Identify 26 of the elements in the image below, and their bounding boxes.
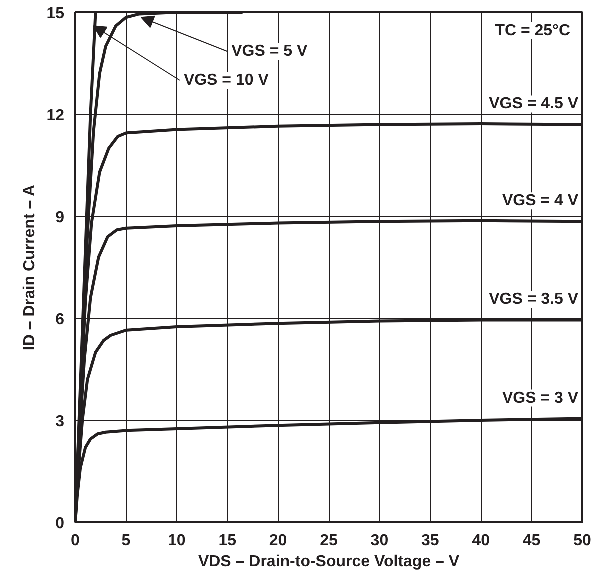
annotation: VGS = 10 V: [184, 72, 270, 89]
x-tick-label: 15: [218, 532, 237, 550]
x-tick-label: 25: [320, 532, 338, 550]
annotation: TC = 25°C: [495, 22, 571, 40]
y-tick-label: 6: [56, 312, 65, 328]
y-tick-label: 3: [56, 414, 65, 430]
y-tick-label: 0: [56, 516, 65, 532]
x-tick-label: 45: [522, 532, 541, 550]
series-label: VGS = 3 V: [502, 390, 579, 407]
y-axis-title: ID – Drain Current – A: [22, 184, 39, 351]
y-tick-label: 12: [46, 108, 65, 124]
x-tick-label: 30: [370, 532, 389, 550]
y-tick-label: 9: [56, 210, 65, 226]
x-tick-label: 50: [574, 532, 592, 550]
series-label: VGS = 4.5 V: [489, 96, 579, 113]
series-label: VGS = 4 V: [502, 192, 579, 210]
x-tick-label: 35: [422, 532, 440, 550]
y-tick-label: 15: [46, 6, 65, 22]
series-label: VGS = 3.5 V: [489, 291, 579, 308]
x-axis-title: VDS – Drain-to-Source Voltage – V: [198, 554, 460, 570]
x-tick-label: 10: [168, 532, 186, 550]
annotation: VGS = 5 V: [232, 43, 308, 60]
x-tick-label: 5: [122, 532, 131, 550]
x-tick-label: 40: [472, 532, 490, 550]
x-tick-label: 0: [71, 532, 80, 550]
x-tick-label: 20: [269, 532, 288, 550]
